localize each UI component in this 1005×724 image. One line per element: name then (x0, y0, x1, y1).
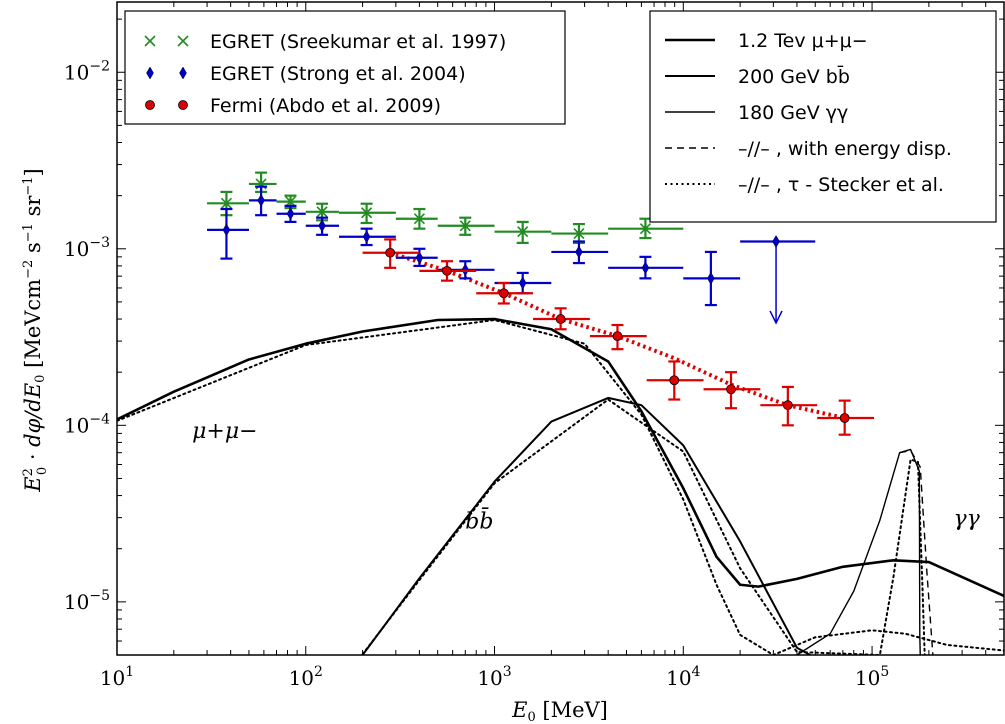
x-marker (413, 213, 425, 225)
diamond-marker (257, 193, 265, 207)
curve-medium (361, 396, 811, 655)
curve-dashed (899, 449, 934, 655)
model-legend-box (649, 10, 997, 223)
curve-label: bb̄ (465, 507, 493, 535)
x-tick-label: 103 (477, 664, 511, 690)
circle-marker (498, 288, 509, 299)
y-tick-label: 10−5 (64, 588, 110, 614)
y-tick-label: 10−2 (64, 58, 110, 84)
legend-circle-marker (145, 100, 155, 110)
curve-dotted (117, 318, 1004, 655)
x-marker (573, 227, 585, 240)
curve-thick (117, 317, 1004, 598)
legend-circle-marker (178, 100, 188, 110)
diamond-marker (318, 219, 326, 233)
data-legend-box (124, 10, 566, 125)
upper-limit-arrowhead (769, 310, 783, 325)
legend-x-marker (177, 35, 189, 47)
x-marker (316, 206, 328, 218)
circle-marker (669, 375, 680, 386)
model-legend-label: 1.2 Tev μ+μ− (738, 30, 868, 52)
legend-diamond-marker (146, 66, 154, 80)
diamond-marker (641, 261, 650, 275)
x-marker (220, 197, 233, 209)
diamond-marker (286, 207, 295, 221)
model-legend-label: –//– , τ - Stecker et al. (738, 174, 944, 196)
data-legend: EGRET (Sreekumar et al. 1997) EGRET (Stro… (124, 10, 566, 125)
diamond-marker (415, 251, 424, 265)
x-marker (517, 226, 529, 238)
diamond-marker (222, 223, 231, 237)
circle-marker (839, 413, 850, 423)
legend-diamond-marker (179, 66, 187, 80)
x-tick-label: 104 (666, 664, 700, 690)
legend-x-marker (144, 35, 156, 47)
diamond-marker (575, 245, 583, 259)
curve-label: γγ (953, 507, 980, 532)
axis-ticks (116, 2, 1005, 655)
x-tick-label: 101 (100, 664, 134, 690)
y-axis-title: E20 · dφ/dE0 [MeVcm−2 s−1 sr−1] (21, 168, 50, 493)
x-tick-label: 105 (855, 664, 889, 690)
diamond-marker (707, 271, 715, 285)
curve-labels: μ+μ− bb̄ γγ (192, 419, 981, 535)
y-tick-label: 10−3 (64, 235, 110, 261)
model-curves (117, 317, 1004, 655)
circle-marker (385, 247, 396, 258)
diamond-marker (518, 276, 527, 290)
circle-marker (612, 331, 623, 342)
data-legend-label: Fermi (Abdo et al. 2009) (210, 95, 441, 117)
x-axis-title: E0 [MeV] (511, 698, 608, 724)
data-legend-label: EGRET (Sreekumar et al. 1997) (210, 31, 506, 53)
model-legend-label: 200 GeV bb̄ (738, 64, 850, 88)
curve-label: μ+μ− (192, 419, 257, 444)
y-tick-labels: 10−5 10−4 10−3 10−2 (64, 58, 110, 614)
plot-frame (116, 1, 1005, 656)
model-legend-label: 180 GeV γγ (738, 102, 848, 124)
x-tick-label: 102 (289, 664, 323, 690)
data-legend-label: EGRET (Strong et al. 2004) (210, 63, 466, 85)
circle-marker (442, 265, 452, 276)
diamond-marker (362, 230, 371, 244)
model-legend: 1.2 Tev μ+μ− 200 GeV bb̄ 180 GeV γγ –//– , … (649, 10, 997, 223)
curve-dotted (361, 398, 926, 655)
x-marker (639, 223, 651, 235)
circle-marker (782, 400, 793, 411)
data-points (207, 171, 875, 436)
model-legend-label: –//– , with energy disp. (738, 138, 952, 160)
x-marker (459, 220, 471, 232)
diamond-marker (772, 234, 780, 248)
circle-marker (555, 314, 566, 324)
circle-marker (726, 384, 736, 395)
x-marker (361, 207, 373, 219)
curve-thin (796, 448, 921, 655)
y-tick-label: 10−4 (64, 411, 110, 437)
x-tick-labels: 101 102 103 104 105 (100, 664, 889, 690)
